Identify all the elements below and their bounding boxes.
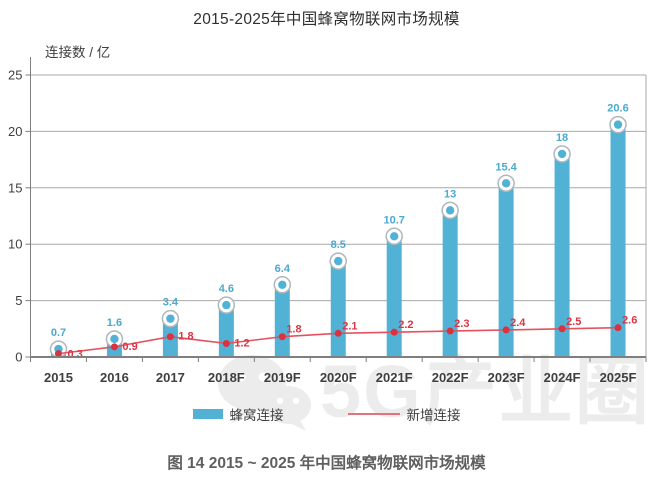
bar-value-label: 0.7 [51,327,66,339]
line-dot [502,326,510,334]
line-dot [446,327,454,335]
bar-marker-dot [166,314,175,323]
line-value-label: 0.9 [122,341,137,353]
bar-marker-dot [222,300,231,310]
y-tick-label: 15 [8,180,22,195]
bar-marker-dot [110,334,119,344]
bar-value-label: 15.4 [495,161,517,173]
bar-value-label: 18 [556,132,568,144]
x-tick-label: 2018F [208,370,245,385]
line-value-label: 1.8 [286,324,301,336]
bar-value-label: 1.6 [107,317,122,329]
bar-value-label: 13 [444,188,456,200]
line-dot [334,329,342,337]
bar [498,183,514,357]
combo-chart: 0.7 1.6 3.4 4.6 6.4 8.5 10.7 13 15.4 18 20.6 0.3 0.9… [8,57,647,385]
x-tick-label: 2022F [432,370,469,385]
bar-marker-dot [445,206,455,215]
bar-marker-dot [501,179,511,188]
chart-legend: 蜂窝连接 新增连接 [0,404,653,424]
x-tick-label: 2021F [376,370,413,385]
x-tick-label: 2017 [156,370,185,385]
line-value-label: 2.1 [342,320,357,332]
x-tick-label: 2023F [488,370,525,385]
line-value-label: 1.2 [234,337,249,349]
y-tick-label: 10 [8,237,22,252]
chart-title: 2015-2025年中国蜂窝物联网市场规模 [193,11,460,28]
legend-bar-label: 蜂窝连接 [229,408,284,423]
line-dot [166,333,174,341]
bar-marker-dot [334,256,343,266]
bar-value-label: 10.7 [383,214,404,226]
line-dot [110,343,118,351]
bar-marker-dot [613,120,623,129]
bar-value-label: 8.5 [331,239,346,251]
bar-marker-dot [278,280,287,290]
line-value-label: 0.3 [67,349,82,361]
bar-marker-dot [557,149,567,159]
y-tick-label: 5 [15,293,22,308]
x-tick-label: 2016 [100,370,129,385]
bar [218,305,234,357]
x-tick-label: 2015 [44,370,73,385]
bar-marker-dot [390,232,399,241]
y-tick-label: 25 [8,68,22,83]
y-tick-label: 0 [15,350,22,365]
bar-value-label: 3.4 [163,297,179,309]
bar-value-label: 20.6 [607,103,628,115]
bar [610,124,626,357]
y-tick-label: 20 [8,124,22,139]
y-axis-unit-label: 连接数 / 亿 [45,45,111,60]
line-value-label: 1.8 [178,331,193,343]
x-tick-label: 2025F [600,370,637,385]
bar-value-label: 6.4 [275,263,291,275]
bar [442,210,458,357]
line-value-label: 2.3 [454,318,469,330]
line-dot [222,339,230,347]
line-dot [278,333,286,341]
line-value-label: 2.2 [398,319,413,331]
x-tick-label: 2019F [264,370,301,385]
line-dot [390,328,398,336]
legend-bar-swatch [192,409,223,419]
bar-value-label: 4.6 [219,283,234,295]
x-tick-label: 2024F [544,370,581,385]
line-value-label: 2.5 [566,316,581,328]
legend-item-line: 新增连接 [347,404,461,424]
line-dot [614,324,622,332]
legend-line-label: 新增连接 [406,408,461,423]
bar [386,236,402,357]
legend-item-bar: 蜂窝连接 [192,404,284,424]
line-dot [558,325,566,333]
line-dot [54,350,62,358]
bar [554,153,570,357]
bar [330,261,346,357]
line-value-label: 2.6 [622,315,637,327]
bar [274,284,290,357]
legend-line-swatch [347,413,400,415]
figure-caption: 图 14 2015 ~ 2025 年中国蜂窝物联网市场规模 [167,455,486,472]
line-value-label: 2.4 [510,317,526,329]
x-tick-label: 2020F [320,370,357,385]
